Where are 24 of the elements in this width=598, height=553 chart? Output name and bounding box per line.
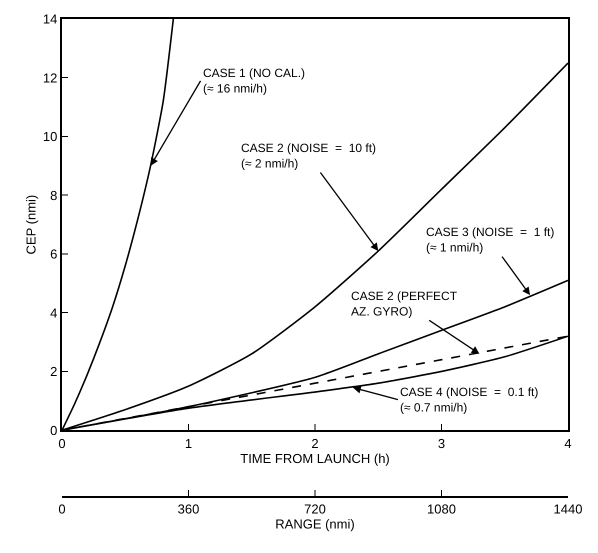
y-axis-title: CEP (nmi) [23,194,38,254]
annotation: CASE 2 (PERFECT AZ. GYRO) [351,289,458,319]
y-tick-label: 12 [42,70,58,86]
y-tick-label: 14 [42,12,58,27]
y-tick-label: 8 [50,188,58,203]
y-tick-label: 6 [50,246,58,262]
x-tick-label: 1 [184,436,192,451]
y-tick-label: 0 [50,422,58,438]
x2-axis-title: RANGE (nmi) [275,516,355,532]
y-tick-label: 4 [50,305,58,320]
x2-tick-label: 360 [178,502,200,517]
y-tick-label: 10 [42,129,58,144]
y-tick-label: 2 [50,364,58,380]
x-tick-label: 3 [438,436,446,451]
annotation: CASE 2 (NOISE = 10 ft) (≈ 2 nmi/h) [241,141,376,171]
x-tick-label: 4 [564,436,572,451]
annotation: CASE 1 (NO CAL.) (≈ 16 nmi/h) [203,66,306,96]
x2-tick-label: 720 [304,502,326,517]
x2-tick-label: 1440 [554,502,582,517]
x2-tick-label: 1080 [427,502,456,517]
annotation: CASE 4 (NOISE = 0.1 ft) (≈ 0.7 nmi/h) [400,385,538,415]
x-axis-title: TIME FROM LAUNCH (h) [240,450,390,466]
annotation: CASE 3 (NOISE = 1 ft) (≈ 1 nmi/h) [426,225,554,255]
x-tick-label: 2 [311,436,319,451]
